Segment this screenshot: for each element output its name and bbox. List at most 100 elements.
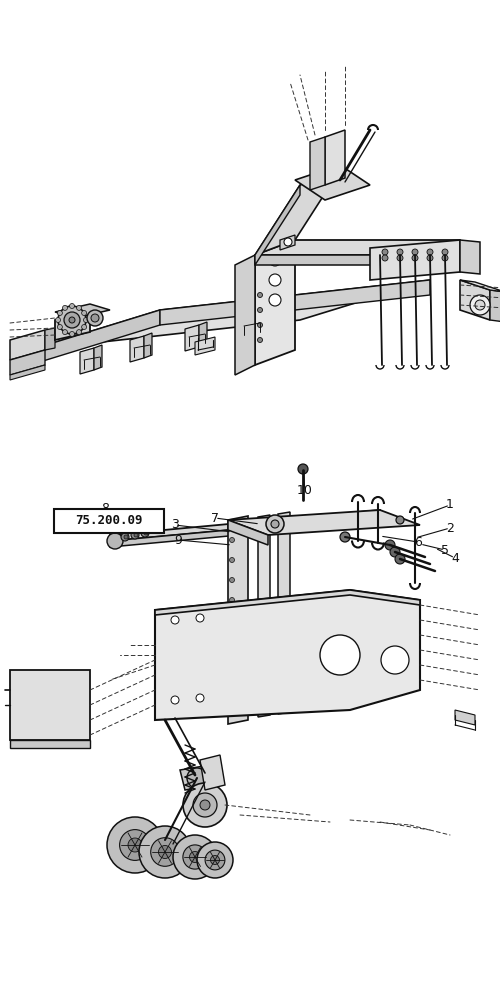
Circle shape — [56, 318, 60, 322]
Text: 8: 8 — [101, 502, 109, 514]
Circle shape — [141, 529, 149, 537]
Circle shape — [205, 850, 225, 870]
Circle shape — [196, 614, 204, 622]
Circle shape — [197, 842, 233, 878]
Circle shape — [320, 635, 360, 675]
Circle shape — [171, 696, 179, 704]
Circle shape — [442, 255, 448, 261]
Circle shape — [121, 533, 129, 541]
Polygon shape — [255, 170, 340, 255]
Polygon shape — [228, 520, 268, 545]
Text: 4: 4 — [451, 552, 459, 564]
Polygon shape — [10, 365, 45, 380]
Circle shape — [298, 464, 308, 474]
Circle shape — [412, 255, 418, 261]
Circle shape — [196, 694, 204, 702]
Circle shape — [200, 800, 210, 810]
Circle shape — [230, 678, 234, 682]
Circle shape — [230, 698, 234, 702]
Circle shape — [382, 249, 388, 255]
Circle shape — [87, 310, 103, 326]
Circle shape — [69, 317, 75, 323]
Polygon shape — [295, 165, 370, 200]
Circle shape — [70, 304, 74, 308]
Polygon shape — [110, 510, 380, 541]
Circle shape — [390, 547, 400, 557]
Text: 6: 6 — [414, 536, 422, 548]
Circle shape — [187, 768, 207, 788]
Polygon shape — [254, 311, 262, 336]
Circle shape — [381, 646, 409, 674]
Polygon shape — [255, 185, 300, 265]
Polygon shape — [10, 670, 90, 740]
Circle shape — [230, 658, 234, 662]
Polygon shape — [240, 314, 254, 340]
Circle shape — [271, 520, 279, 528]
Polygon shape — [258, 515, 270, 717]
Text: 2: 2 — [446, 522, 454, 534]
Circle shape — [266, 515, 284, 533]
Polygon shape — [195, 337, 215, 355]
Circle shape — [76, 305, 82, 310]
Circle shape — [382, 255, 388, 261]
Circle shape — [84, 318, 88, 322]
Circle shape — [395, 554, 405, 564]
Polygon shape — [200, 755, 225, 790]
Circle shape — [64, 312, 80, 328]
Polygon shape — [110, 516, 380, 547]
Text: 10: 10 — [297, 484, 313, 496]
Circle shape — [150, 838, 180, 866]
Polygon shape — [144, 333, 152, 358]
Circle shape — [193, 793, 217, 817]
Circle shape — [139, 826, 191, 878]
Circle shape — [144, 531, 148, 535]
Circle shape — [124, 535, 128, 539]
Circle shape — [427, 249, 433, 255]
Circle shape — [120, 830, 150, 860]
Circle shape — [76, 330, 82, 335]
Polygon shape — [280, 235, 295, 250]
Polygon shape — [199, 322, 207, 347]
Text: 1: 1 — [446, 498, 454, 512]
Circle shape — [183, 845, 207, 869]
Circle shape — [230, 578, 234, 582]
Circle shape — [91, 314, 99, 322]
Circle shape — [158, 846, 172, 858]
Circle shape — [230, 617, 234, 622]
Polygon shape — [155, 590, 420, 720]
Circle shape — [397, 255, 403, 261]
Circle shape — [107, 817, 163, 873]
Polygon shape — [94, 345, 102, 370]
Text: 9: 9 — [174, 534, 182, 546]
Text: 3: 3 — [171, 518, 179, 532]
Polygon shape — [228, 516, 248, 724]
Circle shape — [82, 324, 86, 330]
Circle shape — [284, 238, 292, 246]
Polygon shape — [370, 240, 460, 280]
Circle shape — [258, 322, 262, 328]
Polygon shape — [80, 348, 94, 374]
Circle shape — [427, 255, 433, 261]
Polygon shape — [460, 280, 500, 292]
Polygon shape — [325, 130, 345, 185]
Circle shape — [107, 533, 123, 549]
Circle shape — [82, 310, 86, 316]
Polygon shape — [278, 512, 290, 714]
Circle shape — [412, 249, 418, 255]
Circle shape — [171, 616, 179, 624]
Circle shape — [58, 324, 62, 330]
Circle shape — [230, 558, 234, 562]
Polygon shape — [130, 336, 144, 362]
Circle shape — [62, 330, 68, 335]
Polygon shape — [10, 330, 45, 360]
Polygon shape — [490, 290, 500, 322]
Circle shape — [58, 310, 62, 316]
Polygon shape — [45, 328, 55, 350]
Circle shape — [475, 300, 485, 310]
Circle shape — [396, 516, 404, 524]
Circle shape — [230, 638, 234, 643]
Polygon shape — [55, 312, 90, 340]
Circle shape — [190, 852, 200, 862]
Circle shape — [210, 856, 220, 864]
Circle shape — [269, 274, 281, 286]
